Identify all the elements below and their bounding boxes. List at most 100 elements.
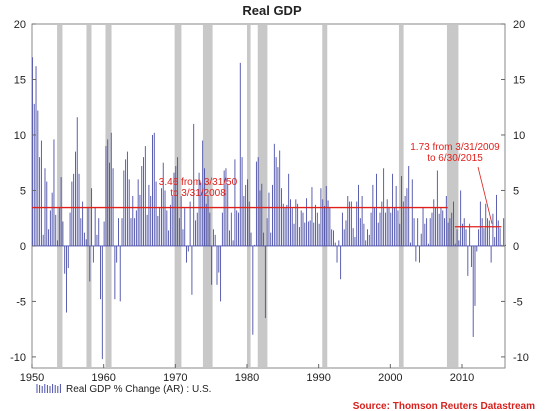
gdp-bar xyxy=(118,218,119,246)
gdp-bar xyxy=(304,222,306,246)
gdp-bar xyxy=(436,170,438,246)
chart-title: Real GDP xyxy=(242,3,302,18)
x-tick-label: 1950 xyxy=(20,372,44,384)
gdp-bar xyxy=(110,132,112,246)
gdp-bar xyxy=(399,223,401,246)
gdp-bar xyxy=(39,157,41,246)
gdp-bar xyxy=(189,201,191,246)
gdp-bar xyxy=(196,212,198,246)
gdp-bar xyxy=(164,190,166,246)
gdp-bar xyxy=(370,212,372,246)
gdp-bar xyxy=(295,199,297,246)
gdp-bar xyxy=(422,207,424,246)
gdp-bar xyxy=(148,184,150,246)
y-tick-label-left: 0 xyxy=(20,241,26,253)
gdp-bar xyxy=(266,218,268,246)
source-note: Source: Thomson Reuters Datastream xyxy=(353,401,535,411)
gdp-bar xyxy=(161,188,162,246)
y-tick-label-right: -5 xyxy=(513,296,523,308)
gdp-bar xyxy=(66,245,67,313)
gdp-bar xyxy=(406,188,408,246)
gdp-bar xyxy=(447,222,449,246)
gdp-bar xyxy=(162,162,164,246)
gdp-bar xyxy=(444,218,445,246)
gdp-bar xyxy=(214,234,216,246)
gdp-bar xyxy=(393,207,395,246)
gdp-bar xyxy=(311,187,313,246)
y-tick-label-right: 20 xyxy=(513,19,525,31)
gdp-bar xyxy=(273,143,275,246)
gdp-bar xyxy=(116,245,118,263)
gdp-bar xyxy=(470,245,472,268)
gdp-bar xyxy=(372,184,374,246)
gdp-bar xyxy=(424,223,426,246)
gdp-bar xyxy=(442,210,444,246)
gdp-bar xyxy=(32,57,33,246)
gdp-bar xyxy=(60,177,62,246)
gdp-bar xyxy=(479,201,481,246)
gdp-bar xyxy=(445,196,447,246)
gdp-bar xyxy=(46,181,48,246)
gdp-bar xyxy=(438,213,440,246)
y-axis-left: 20 15 10 5 0 -5 -10 xyxy=(10,19,36,364)
gdp-bar xyxy=(350,201,352,246)
gdp-bar xyxy=(324,205,325,246)
gdp-bar xyxy=(121,218,123,246)
annotation-arrow xyxy=(477,166,493,224)
gdp-bar xyxy=(277,167,279,246)
gdp-bar xyxy=(212,229,214,246)
recession-band xyxy=(86,25,92,367)
gdp-bar xyxy=(284,207,286,246)
gdp-bar xyxy=(171,196,173,246)
gdp-bar xyxy=(123,170,125,246)
gdp-bar xyxy=(241,157,243,246)
gdp-bar xyxy=(85,239,87,246)
gdp-bar xyxy=(318,223,320,246)
gdp-bar xyxy=(254,244,256,246)
gdp-bar xyxy=(388,207,390,246)
gdp-bar xyxy=(51,192,53,246)
gdp-bar xyxy=(207,196,209,246)
gdp-bar xyxy=(333,230,334,246)
gdp-bar xyxy=(33,103,35,246)
gdp-bar xyxy=(497,220,499,246)
gdp-bar xyxy=(62,221,64,246)
gdp-bar xyxy=(107,139,109,246)
gdp-bar xyxy=(469,223,471,246)
gdp-bar xyxy=(268,192,270,246)
gdp-bar xyxy=(42,234,44,246)
gdp-bar xyxy=(257,157,259,246)
gdp-bar xyxy=(114,245,116,300)
gdp-bar xyxy=(281,188,282,246)
gdp-bar xyxy=(322,199,324,246)
gdp-bar xyxy=(492,213,494,246)
gdp-bar xyxy=(109,162,110,246)
gdp-bar xyxy=(293,223,295,246)
gdp-bar xyxy=(218,245,220,273)
gdp-bar xyxy=(119,245,121,302)
gdp-bar xyxy=(49,210,51,246)
gdp-bar xyxy=(395,186,397,246)
y-tick-label-right: 0 xyxy=(513,241,519,253)
y-tick-label-right: -10 xyxy=(513,352,529,364)
gdp-bar xyxy=(472,245,474,337)
gdp-bar xyxy=(282,203,284,246)
gdp-bar xyxy=(325,186,327,246)
gdp-bar xyxy=(392,173,394,246)
annotation-line: to 6/30/2015 xyxy=(427,153,483,164)
gdp-bar xyxy=(177,157,179,246)
gdp-bar xyxy=(306,198,308,246)
y-tick-label-left: -10 xyxy=(10,352,26,364)
x-tick-label: 1980 xyxy=(235,372,259,384)
gdp-bar xyxy=(376,173,377,246)
gdp-bar xyxy=(435,207,437,246)
gdp-bar xyxy=(236,210,238,246)
legend-swatch xyxy=(36,384,61,393)
gdp-bar xyxy=(390,212,392,246)
gdp-bar xyxy=(298,227,300,246)
x-tick-label: 2010 xyxy=(450,372,474,384)
gdp-bar xyxy=(166,210,168,246)
x-tick-label: 1990 xyxy=(306,372,330,384)
gdp-bar xyxy=(180,196,182,246)
gdp-bar xyxy=(426,218,428,246)
